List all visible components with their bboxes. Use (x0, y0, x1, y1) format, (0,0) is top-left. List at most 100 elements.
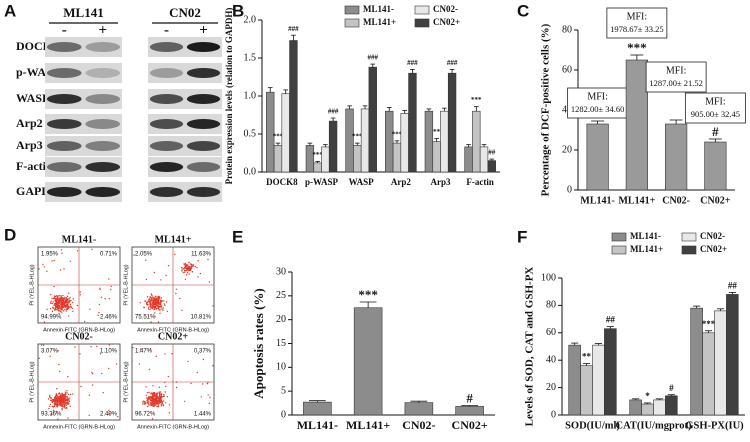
flow-dot (69, 397, 71, 399)
flow-dot (74, 346, 76, 348)
bar (289, 40, 298, 173)
flow-dot (149, 399, 152, 401)
x-tick-label: WASP (349, 177, 375, 187)
flow-dot (67, 375, 69, 378)
flow-dot (61, 405, 63, 407)
flow-dot (64, 402, 66, 404)
flow-dot (51, 405, 53, 408)
y-tick-label: 20 (562, 144, 572, 155)
flow-dot (65, 297, 67, 299)
legend-label: ML141- (363, 4, 394, 14)
flow-dot (153, 305, 155, 308)
flow-dot (150, 303, 152, 305)
legend-label: ML141- (630, 231, 661, 241)
flow-dot (60, 393, 62, 395)
flow-dot (108, 278, 110, 280)
flow-dot (56, 403, 59, 406)
flow-dot (152, 300, 155, 302)
flow-dot (146, 303, 148, 305)
flow-dot (63, 268, 65, 270)
flow-dot (54, 309, 56, 311)
flow-dot (186, 268, 188, 270)
significance-label: *** (358, 287, 378, 302)
flow-y-label: PI (YEL-B-HLog) (29, 361, 35, 402)
flow-dot (164, 353, 166, 355)
flow-dot (148, 391, 150, 394)
x-tick-label: F-actin (466, 177, 494, 187)
group-label: CN02 (169, 5, 201, 20)
flow-dot (171, 353, 173, 355)
flow-dot (58, 300, 60, 303)
flow-dot (55, 304, 58, 306)
flow-dot (70, 306, 73, 308)
legend-label: CN02+ (700, 244, 727, 254)
annotation-text: MFI: (627, 11, 648, 22)
legend-swatch (414, 5, 430, 15)
flow-dot (146, 397, 148, 399)
flow-dot (58, 370, 61, 373)
flow-dot (61, 409, 63, 411)
blot-band (85, 162, 121, 172)
flow-dot (147, 308, 150, 310)
blot-band (149, 68, 184, 78)
flow-dot (181, 309, 183, 312)
flow-dot (208, 281, 211, 283)
flow-dot (60, 249, 63, 251)
bar (487, 160, 496, 173)
flow-dot (43, 266, 45, 268)
flow-dot (202, 358, 205, 361)
flow-dot (158, 296, 161, 298)
flow-dot (151, 398, 153, 400)
flow-dot (42, 344, 45, 346)
treatment-label: - (164, 22, 169, 38)
flow-dot (58, 312, 60, 315)
y-axis-label: Levels of SOD, CAT and GSH-PX (524, 267, 536, 427)
flow-dot (150, 396, 152, 398)
flow-dot (184, 270, 186, 272)
flow-dot (69, 303, 72, 306)
bar (580, 365, 593, 416)
significance-label: ### (368, 54, 379, 62)
blot-band (46, 119, 82, 129)
flow-dot (99, 353, 102, 355)
flow-dot (160, 300, 162, 302)
bar (303, 401, 332, 416)
flow-dot (64, 296, 66, 298)
bar (702, 332, 715, 416)
quadrant-percent: 2.46% (100, 315, 118, 321)
flow-dot (68, 402, 70, 404)
flow-dot (63, 403, 65, 405)
flow-dot (154, 297, 156, 299)
flow-dot (46, 308, 48, 310)
flow-dot (66, 304, 68, 306)
bar (440, 110, 449, 173)
flow-dot (64, 407, 66, 409)
flow-dot (56, 402, 59, 404)
flow-dot (38, 357, 40, 359)
annotation-text: 905.00± 32.45 (691, 109, 740, 119)
flow-dot (63, 396, 65, 399)
flow-dot (165, 301, 168, 303)
flow-dot (60, 297, 62, 300)
blot-band (149, 187, 184, 197)
flow-dot (64, 398, 66, 400)
flow-dot (146, 400, 148, 402)
flow-dot (91, 248, 93, 250)
flow-dot (62, 294, 64, 297)
flow-dot (151, 294, 153, 296)
flow-dot (146, 296, 149, 298)
flow-dot (62, 297, 64, 299)
y-tick-label: 1.0 (244, 90, 257, 101)
flow-dot (66, 392, 68, 394)
flow-dot (190, 264, 192, 266)
flow-dot (160, 279, 162, 281)
flow-dot (89, 308, 91, 310)
flow-dot (54, 305, 57, 307)
blot-band (85, 94, 121, 104)
flow-dot (139, 302, 141, 304)
flow-dot (179, 297, 181, 300)
flow-dot (165, 274, 167, 277)
flow-dot (66, 400, 68, 402)
blot-band (186, 68, 221, 78)
flow-dot (76, 250, 79, 252)
